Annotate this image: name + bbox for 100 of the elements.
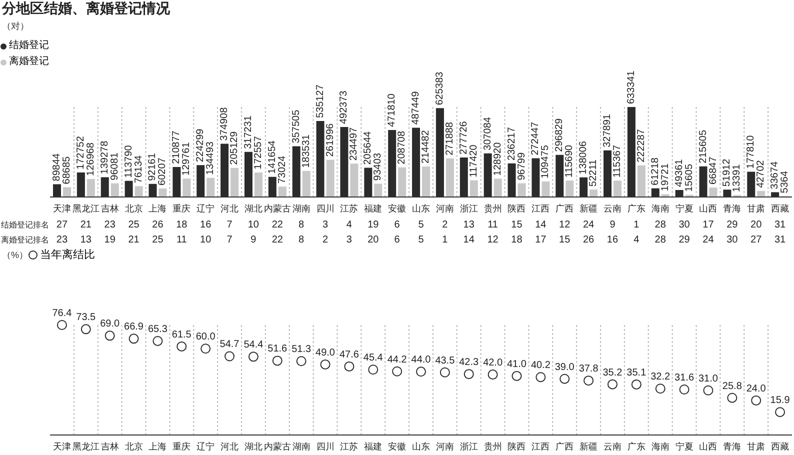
data-label: 236217 <box>506 126 518 160</box>
data-label: 8 <box>298 220 305 230</box>
data-label: 76134 <box>133 154 144 184</box>
data-label: 277726 <box>458 120 470 155</box>
data-label: 234497 <box>348 126 360 161</box>
x-tick-label: 黑龙江 <box>72 441 100 452</box>
data-label: 30 <box>726 234 738 246</box>
data-label: 2 <box>322 234 328 246</box>
x-tick-label: 上海 <box>148 203 167 214</box>
x-tick-label: 广西 <box>556 203 574 214</box>
x-tick-label: 新疆 <box>580 203 598 214</box>
x-tick-label: 西藏 <box>771 441 790 452</box>
data-label: 134493 <box>205 141 216 175</box>
data-label: 3 <box>346 234 352 246</box>
data-label: 9 <box>250 234 257 246</box>
data-label: 1 <box>442 234 448 246</box>
data-label: 261996 <box>324 122 336 157</box>
data-label: 4 <box>346 220 352 230</box>
x-tick-label: 天津 <box>52 441 71 452</box>
data-label: 42.3 <box>459 357 480 368</box>
data-label: 15.9 <box>770 395 790 406</box>
data-label: 23 <box>56 234 68 246</box>
legend-label: 离婚登记 <box>8 54 50 69</box>
x-tick-label: 内蒙古 <box>264 441 291 452</box>
x-tick-label: 河南 <box>436 441 454 452</box>
x-tick-label: 吉林 <box>100 441 119 452</box>
data-label: 17 <box>535 234 547 246</box>
x-tick-label: 陕西 <box>508 203 526 214</box>
data-label: 327891 <box>602 114 614 148</box>
data-label: 26 <box>152 220 164 230</box>
data-label: 20 <box>750 220 762 230</box>
x-tick-label: 四川 <box>316 203 334 214</box>
data-label: 20 <box>368 234 380 246</box>
data-label: 29 <box>726 220 738 230</box>
data-label: 471810 <box>386 93 398 127</box>
data-label: 113790 <box>123 144 134 178</box>
data-label: 317231 <box>242 115 254 149</box>
data-label: 535127 <box>314 84 326 118</box>
x-tick-label: 山东 <box>412 441 430 452</box>
x-tick-label: 甘肃 <box>747 441 766 452</box>
x-tick-label: 福建 <box>364 441 382 452</box>
data-label: 89844 <box>52 152 62 182</box>
data-label: 42.0 <box>483 358 503 369</box>
data-label: 25.8 <box>722 380 742 392</box>
data-label: 66.9 <box>124 322 144 333</box>
data-label: 21 <box>128 234 140 246</box>
data-label: 18 <box>176 220 188 230</box>
data-label: 17 <box>702 220 714 230</box>
data-label: 2 <box>442 220 448 230</box>
data-label: 7 <box>226 234 233 246</box>
x-tick-label: 陕西 <box>508 441 526 452</box>
data-label: 14 <box>535 220 547 230</box>
data-label: 25 <box>128 220 140 230</box>
x-tick-label: 湖北 <box>244 203 262 214</box>
data-label: 205129 <box>229 131 240 165</box>
data-label: 115690 <box>564 144 576 178</box>
data-label: 15 <box>511 220 523 230</box>
data-label: 172752 <box>75 136 86 170</box>
x-tick-label: 江西 <box>532 203 550 214</box>
x-tick-label: 北京 <box>124 441 143 452</box>
data-label: 117420 <box>468 144 480 178</box>
data-label: 15605 <box>684 164 695 192</box>
x-tick-label: 重庆 <box>172 441 191 452</box>
data-label: 60.0 <box>196 332 216 343</box>
x-tick-label: 云南 <box>603 203 622 214</box>
data-label: 35.1 <box>626 367 647 378</box>
data-label: 177810 <box>746 134 757 169</box>
data-label: 296829 <box>554 118 566 152</box>
x-tick-label: 山西 <box>699 441 718 452</box>
data-label: 374908 <box>219 106 230 141</box>
y-axis-title: （对） <box>2 20 29 33</box>
data-label: 16 <box>200 220 212 230</box>
x-tick-label: 云南 <box>603 441 622 452</box>
data-label: 222287 <box>636 128 647 162</box>
x-tick-label: 浙江 <box>460 203 478 214</box>
data-label: 47.6 <box>339 349 360 360</box>
data-label: 15 <box>559 234 571 246</box>
data-label: 5 <box>418 234 424 246</box>
data-label: 45.4 <box>363 352 384 364</box>
data-label: 487449 <box>410 90 422 125</box>
data-label: 76.4 <box>52 308 72 319</box>
data-label: 31 <box>774 220 786 230</box>
data-label: 8 <box>298 234 305 246</box>
data-label: 61218 <box>650 157 661 186</box>
x-tick-label: 天津 <box>52 203 71 214</box>
data-label: 19 <box>368 220 380 230</box>
x-tick-label: 广东 <box>627 203 646 214</box>
data-label: 129761 <box>181 142 192 176</box>
data-label: 492373 <box>338 90 350 124</box>
data-label: 69.0 <box>100 318 120 330</box>
data-label: 23 <box>104 220 116 230</box>
data-label: 16 <box>606 234 618 246</box>
data-label: 6 <box>394 220 400 230</box>
x-tick-label: 山西 <box>699 203 718 214</box>
data-label: 7 <box>226 220 233 230</box>
data-label: 307084 <box>482 116 494 150</box>
data-label: 92161 <box>147 152 158 181</box>
data-label: 73.5 <box>76 312 96 324</box>
data-label: 10 <box>248 220 260 230</box>
data-label: 138006 <box>578 140 590 174</box>
